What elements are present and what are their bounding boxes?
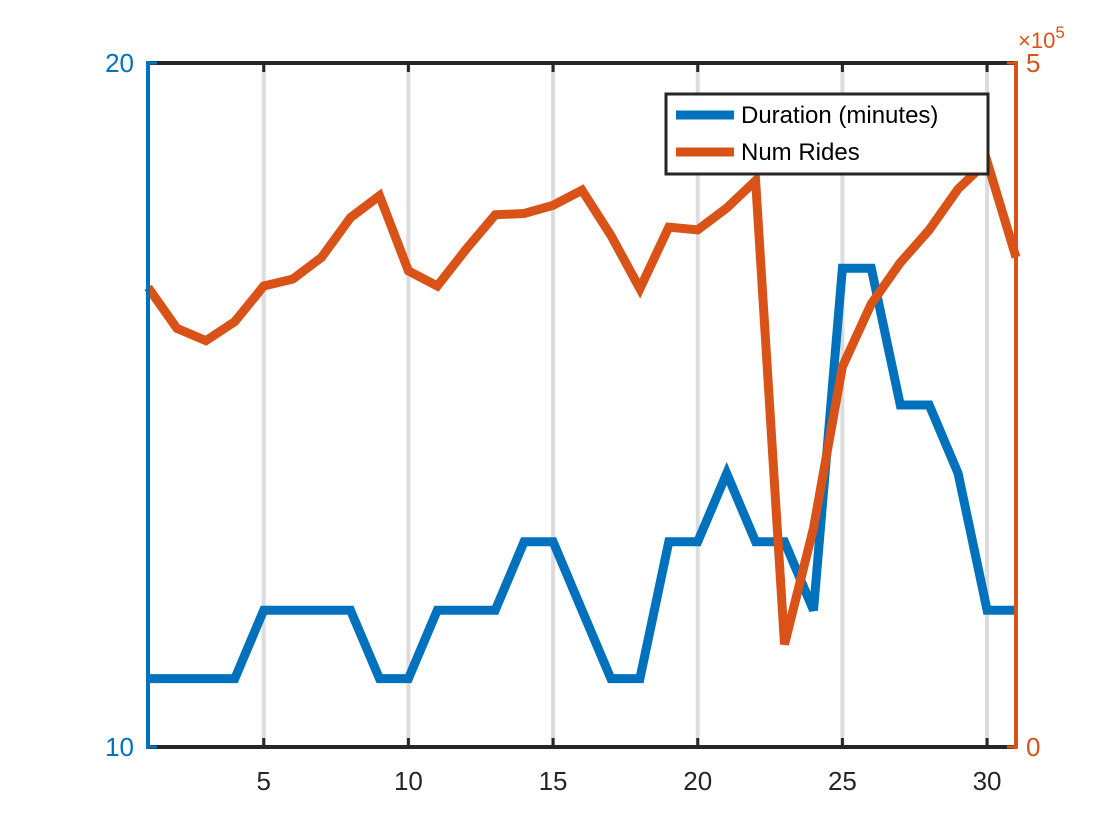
legend: Duration (minutes) Num Rides bbox=[664, 92, 990, 176]
series-line-2 bbox=[144, 153, 1021, 646]
left-y-axis: 10 20 bbox=[105, 48, 157, 762]
series-layer bbox=[144, 153, 1021, 684]
legend-box bbox=[664, 92, 990, 176]
right-y-axis: 0 5×105 bbox=[1007, 23, 1065, 762]
x-tick-label: 15 bbox=[539, 766, 568, 796]
left-y-tick-label: 20 bbox=[105, 48, 134, 78]
x-tick-label: 5 bbox=[256, 766, 270, 796]
left-y-tick-label: 10 bbox=[105, 732, 134, 762]
series-line-1 bbox=[148, 263, 1016, 684]
x-axis-ticks: 5 10 15 20 25 30 bbox=[256, 63, 1002, 796]
legend-label-1: Duration (minutes) bbox=[741, 102, 938, 129]
right-axis-exponent-base: ×10 bbox=[1018, 28, 1055, 53]
right-y-tick-label: 5 bbox=[1026, 48, 1040, 78]
x-tick-label: 30 bbox=[973, 766, 1002, 796]
x-tick-label: 10 bbox=[394, 766, 423, 796]
right-axis-exponent: ×105 bbox=[1018, 23, 1065, 53]
right-axis-exponent-power: 5 bbox=[1055, 23, 1064, 42]
x-gridlines bbox=[261, 63, 990, 747]
legend-label-2: Num Rides bbox=[741, 139, 860, 166]
plot-frame bbox=[146, 61, 1018, 749]
x-tick-label: 20 bbox=[683, 766, 712, 796]
right-y-tick-label: 0 bbox=[1026, 732, 1040, 762]
x-tick-label: 25 bbox=[828, 766, 857, 796]
